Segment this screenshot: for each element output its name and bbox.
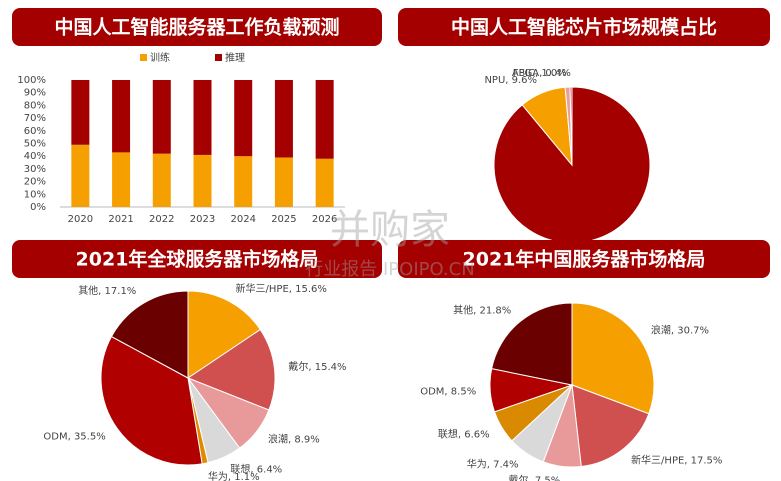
pie-slice xyxy=(186,328,276,411)
legend-swatch xyxy=(140,54,147,61)
bar-segment xyxy=(71,144,90,207)
x-tick-label: 2023 xyxy=(190,214,215,225)
bar-segment xyxy=(274,157,293,207)
y-tick-label: 40% xyxy=(24,151,46,162)
y-tick-label: 100% xyxy=(17,75,46,86)
slice-label: 联想, 6.6% xyxy=(438,427,490,440)
pie-slice xyxy=(569,86,573,166)
slice-label: 华为, 1.1% xyxy=(208,470,260,481)
legend-label: 训练 xyxy=(150,51,170,64)
y-tick-label: 90% xyxy=(24,88,46,99)
slice-label: 浪潮, 8.9% xyxy=(268,433,320,446)
bar-segment xyxy=(315,80,334,159)
x-tick-label: 2025 xyxy=(271,214,296,225)
bar-segment xyxy=(234,80,253,157)
x-tick-label: 2024 xyxy=(230,214,255,225)
y-tick-label: 20% xyxy=(24,177,46,188)
x-tick-label: 2021 xyxy=(108,214,133,225)
legend-swatch xyxy=(215,54,222,61)
pie-slice xyxy=(571,384,650,468)
bar-segment xyxy=(71,80,90,145)
legend-label: 推理 xyxy=(225,51,245,64)
y-tick-label: 50% xyxy=(24,139,46,150)
pie-slice xyxy=(571,302,655,415)
slice-label: FPGA, 0.4% xyxy=(513,68,571,79)
y-tick-label: 0% xyxy=(30,202,46,213)
pie-slice xyxy=(110,290,189,379)
chart-title: 2021年全球服务器市场格局 xyxy=(76,248,319,271)
slice-label: ODM, 35.5% xyxy=(43,432,105,443)
x-tick-label: 2020 xyxy=(68,214,93,225)
bar-segment xyxy=(274,80,293,158)
slice-label: 联想, 6.4% xyxy=(230,463,282,476)
title-banner xyxy=(398,8,770,46)
x-tick-label: 2026 xyxy=(312,214,337,225)
title-banner xyxy=(12,8,382,46)
bar-segment xyxy=(112,80,131,153)
watermark: 行业报告 IPOIPO.CN xyxy=(305,259,474,280)
y-tick-label: 80% xyxy=(24,100,46,111)
x-tick-label: 2022 xyxy=(149,214,174,225)
slice-label: 新华三/HPE, 17.5% xyxy=(631,454,722,467)
slice-label: 戴尔, 7.5% xyxy=(509,473,561,481)
chart-title: 2021年中国服务器市场格局 xyxy=(463,248,706,271)
slice-label: 华为, 7.4% xyxy=(467,458,519,471)
slice-label: 其他, 21.8% xyxy=(453,304,511,317)
bar-segment xyxy=(193,80,212,155)
slice-label: 新华三/HPE, 15.6% xyxy=(236,282,327,295)
bar-segment xyxy=(234,156,253,207)
pie-slice xyxy=(491,302,573,386)
y-tick-label: 10% xyxy=(24,189,46,200)
slice-label: ODM, 8.5% xyxy=(420,386,476,397)
title-banner xyxy=(398,240,770,278)
slice-label: 其他, 17.1% xyxy=(78,284,136,297)
bar-segment xyxy=(315,158,334,207)
bar-segment xyxy=(193,154,212,207)
bar-segment xyxy=(152,153,171,207)
chart-title: 中国人工智能芯片市场规模占比 xyxy=(451,16,717,39)
slice-label: 戴尔, 15.4% xyxy=(288,360,346,373)
chart-title: 中国人工智能服务器工作负载预测 xyxy=(54,16,339,39)
bar-segment xyxy=(152,80,171,154)
y-tick-label: 60% xyxy=(24,126,46,137)
y-tick-label: 70% xyxy=(24,113,46,124)
slice-label: NPU, 9.6% xyxy=(484,75,537,86)
title-banner xyxy=(12,240,382,278)
slice-label: 浪潮, 30.7% xyxy=(651,323,709,336)
y-tick-label: 30% xyxy=(24,164,46,175)
slice-label: ASIC, 1.0% xyxy=(512,68,567,79)
pie-slice xyxy=(187,290,261,379)
bar-segment xyxy=(112,152,131,207)
watermark: 并购家 xyxy=(330,207,450,253)
pie-slice xyxy=(100,335,203,466)
